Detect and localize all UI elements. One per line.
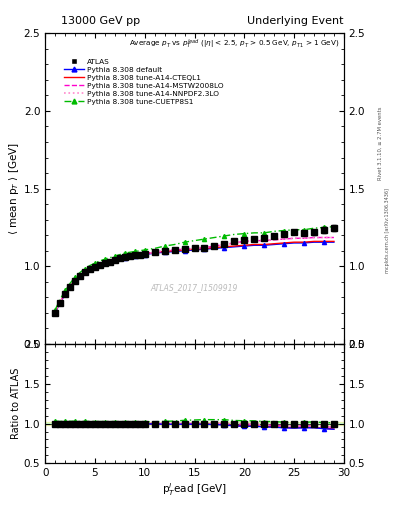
Text: Underlying Event: Underlying Event [247, 15, 344, 26]
Text: ATLAS_2017_I1509919: ATLAS_2017_I1509919 [151, 284, 238, 292]
Text: Average $p_T$ vs $p_T^{lead}$ ($|\eta|$ < 2.5, $p_T$ > 0.5 GeV, $p_{T1}$ > 1 GeV: Average $p_T$ vs $p_T^{lead}$ ($|\eta|$ … [129, 38, 340, 51]
Text: 13000 GeV pp: 13000 GeV pp [61, 15, 140, 26]
Bar [45, 422, 344, 425]
Legend: ATLAS, Pythia 8.308 default, Pythia 8.308 tune-A14-CTEQL1, Pythia 8.308 tune-A14: ATLAS, Pythia 8.308 default, Pythia 8.30… [64, 59, 224, 105]
Y-axis label: ⟨ mean p$_T$ ⟩ [GeV]: ⟨ mean p$_T$ ⟩ [GeV] [7, 142, 21, 235]
Text: mcplots.cern.ch [arXiv:1306.3436]: mcplots.cern.ch [arXiv:1306.3436] [385, 188, 390, 273]
Text: Rivet 3.1.10, ≥ 2.7M events: Rivet 3.1.10, ≥ 2.7M events [378, 106, 383, 180]
Bar [45, 423, 344, 424]
Y-axis label: Ratio to ATLAS: Ratio to ATLAS [11, 368, 21, 439]
X-axis label: p$_T^l$ead [GeV]: p$_T^l$ead [GeV] [162, 481, 227, 498]
